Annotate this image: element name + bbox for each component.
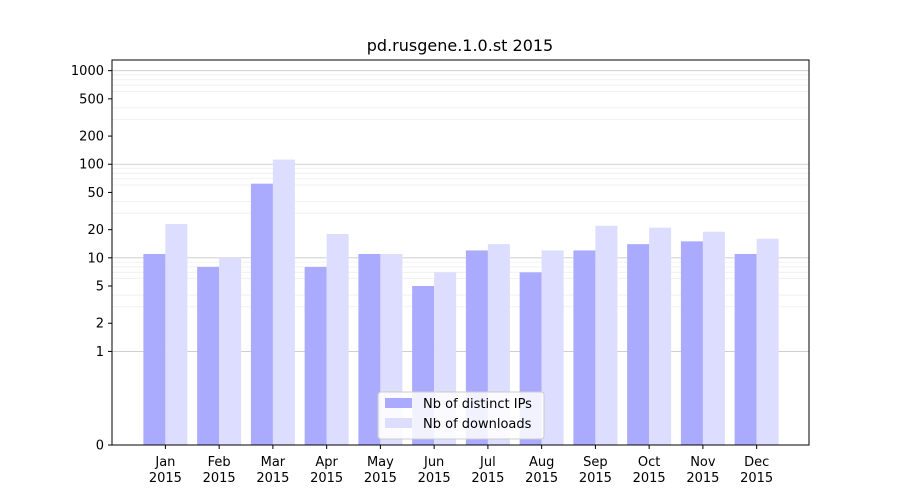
bar-downloads-dec bbox=[756, 238, 779, 445]
bar-distinct-ips-dec bbox=[734, 253, 757, 445]
bar-downloads-nov bbox=[702, 231, 725, 445]
x-tick-label-year: 2015 bbox=[310, 471, 343, 486]
y-tick-label: 20 bbox=[87, 223, 104, 238]
bar-downloads-sep bbox=[595, 225, 618, 445]
legend-swatch bbox=[385, 418, 412, 428]
plot-frame bbox=[111, 59, 810, 446]
x-tick-label-month: Mar bbox=[261, 455, 286, 470]
y-tick-label: 10 bbox=[87, 251, 104, 266]
x-tick-label-month: Feb bbox=[208, 455, 231, 470]
x-tick-label-year: 2015 bbox=[579, 471, 612, 486]
bar-distinct-ips-nov bbox=[680, 241, 703, 445]
y-tick-label: 100 bbox=[79, 158, 104, 173]
x-tick-label-year: 2015 bbox=[256, 471, 289, 486]
y-tick-label: 1000 bbox=[71, 64, 104, 79]
x-tick-label-year: 2015 bbox=[525, 471, 558, 486]
x-tick-label-month: May bbox=[367, 455, 394, 470]
legend-box bbox=[377, 391, 545, 440]
bar-distinct-ips-apr bbox=[304, 266, 327, 445]
bar-downloads-aug bbox=[541, 250, 564, 445]
x-tick-label-month: Apr bbox=[315, 455, 338, 470]
legend: Nb of distinct IPs Nb of downloads bbox=[377, 391, 545, 440]
bar-downloads-mar bbox=[272, 159, 295, 445]
bar-distinct-ips-oct bbox=[627, 244, 650, 445]
x-tick-label-year: 2015 bbox=[418, 471, 451, 486]
x-axis: Jan2015Feb2015Mar2015Apr2015May2015Jun20… bbox=[149, 445, 773, 486]
x-tick-label-year: 2015 bbox=[149, 471, 182, 486]
bar-downloads-oct bbox=[649, 227, 672, 445]
y-tick-label: 50 bbox=[87, 186, 104, 201]
y-axis: 0 1 2 5 10 20 50 100 200 500 1000 bbox=[71, 64, 112, 454]
bar-distinct-ips-jan bbox=[143, 253, 166, 445]
x-tick-label-month: Aug bbox=[529, 455, 554, 470]
bar-distinct-ips-sep bbox=[573, 250, 596, 445]
x-tick-label-year: 2015 bbox=[686, 471, 719, 486]
bar-downloads-feb bbox=[219, 257, 242, 445]
x-tick-label-month: Jun bbox=[423, 455, 444, 470]
x-tick-label-month: Sep bbox=[583, 455, 608, 470]
bar-distinct-ips-feb bbox=[197, 266, 220, 445]
bars-group bbox=[143, 159, 779, 445]
x-tick-label-month: Jan bbox=[154, 455, 175, 470]
x-tick-label-year: 2015 bbox=[471, 471, 504, 486]
bar-downloads-jan bbox=[165, 223, 188, 445]
x-tick-label-year: 2015 bbox=[633, 471, 666, 486]
y-tick-label: 2 bbox=[96, 317, 104, 332]
legend-label: Nb of distinct IPs bbox=[423, 397, 532, 412]
y-tick-label: 200 bbox=[79, 130, 104, 145]
chart-title: pd.rusgene.1.0.st 2015 bbox=[367, 36, 553, 55]
bar-distinct-ips-mar bbox=[250, 183, 273, 445]
legend-label: Nb of downloads bbox=[423, 417, 532, 432]
x-tick-label-year: 2015 bbox=[203, 471, 236, 486]
bar-distinct-ips-may bbox=[358, 253, 381, 445]
bar-downloads-apr bbox=[326, 233, 349, 445]
y-tick-label: 5 bbox=[96, 280, 104, 295]
x-tick-label-month: Jul bbox=[479, 455, 496, 470]
y-tick-label: 0 bbox=[96, 439, 104, 454]
y-tick-label: 500 bbox=[79, 92, 104, 107]
x-tick-label-year: 2015 bbox=[740, 471, 773, 486]
x-tick-label-month: Nov bbox=[690, 455, 716, 470]
y-tick-label: 1 bbox=[96, 345, 104, 360]
x-tick-label-month: Dec bbox=[744, 455, 769, 470]
x-tick-label-month: Oct bbox=[638, 455, 660, 470]
x-tick-label-year: 2015 bbox=[364, 471, 397, 486]
legend-swatch bbox=[385, 398, 412, 408]
